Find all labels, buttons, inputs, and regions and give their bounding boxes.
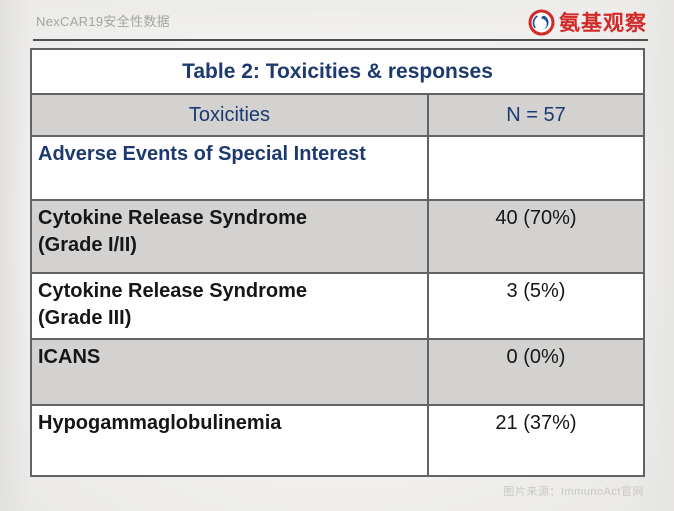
row-value: 0 (0%) <box>506 346 566 368</box>
row-label: Cytokine Release Syndrome <box>38 280 307 302</box>
slide-header-label: NexCAR19安全性数据 <box>36 14 170 29</box>
brand-swirl-icon <box>528 9 555 36</box>
row-label-cell: Adverse Events of Special Interest <box>32 137 429 199</box>
row-label-cell: Hypogammaglobulinemia <box>32 406 429 475</box>
brand-name-text: 氨基观察 <box>559 12 647 35</box>
toxicities-table: Table 2: Toxicities & responses Toxiciti… <box>30 48 645 477</box>
row-label: Cytokine Release Syndrome <box>38 207 307 229</box>
header-cell-toxicities: Toxicities <box>32 95 429 135</box>
table-row: ICANS 0 (0%) <box>32 340 643 406</box>
row-sublabel: (Grade I/II) <box>38 234 137 256</box>
table-row: Adverse Events of Special Interest <box>32 137 643 201</box>
image-source-note: 图片来源：ImmunoAct官网 <box>503 486 644 498</box>
row-value-cell: 40 (70%) <box>429 201 643 272</box>
row-sublabel: (Grade III) <box>38 307 132 329</box>
header-n-label: N = 57 <box>506 103 566 126</box>
brand-logo: 氨基观察 <box>528 7 647 37</box>
header-toxicities-label: Toxicities <box>188 103 271 126</box>
row-label-cell: Cytokine Release Syndrome (Grade I/II) <box>32 201 429 272</box>
table-title: Table 2: Toxicities & responses <box>182 59 493 83</box>
table-title-row: Table 2: Toxicities & responses <box>32 50 643 95</box>
header-divider-line <box>33 39 648 41</box>
row-label-cell: ICANS <box>32 340 429 404</box>
table-row: Cytokine Release Syndrome (Grade I/II) 4… <box>32 201 643 274</box>
row-label: Hypogammaglobulinemia <box>38 412 282 434</box>
row-value: 21 (37%) <box>495 412 577 434</box>
header-cell-n: N = 57 <box>429 95 643 135</box>
table-header-row: Toxicities N = 57 <box>32 95 643 137</box>
row-value-cell <box>429 137 643 199</box>
table-row: Cytokine Release Syndrome (Grade III) 3 … <box>32 274 643 340</box>
table-row: Hypogammaglobulinemia 21 (37%) <box>32 406 643 475</box>
row-label-cell: Cytokine Release Syndrome (Grade III) <box>32 274 429 338</box>
row-label: Adverse Events of Special Interest <box>38 143 366 165</box>
row-value: 3 (5%) <box>506 280 566 302</box>
row-label: ICANS <box>38 346 101 368</box>
row-value-cell: 21 (37%) <box>429 406 643 475</box>
row-value-cell: 3 (5%) <box>429 274 643 338</box>
row-value-cell: 0 (0%) <box>429 340 643 404</box>
row-value: 40 (70%) <box>495 207 577 229</box>
